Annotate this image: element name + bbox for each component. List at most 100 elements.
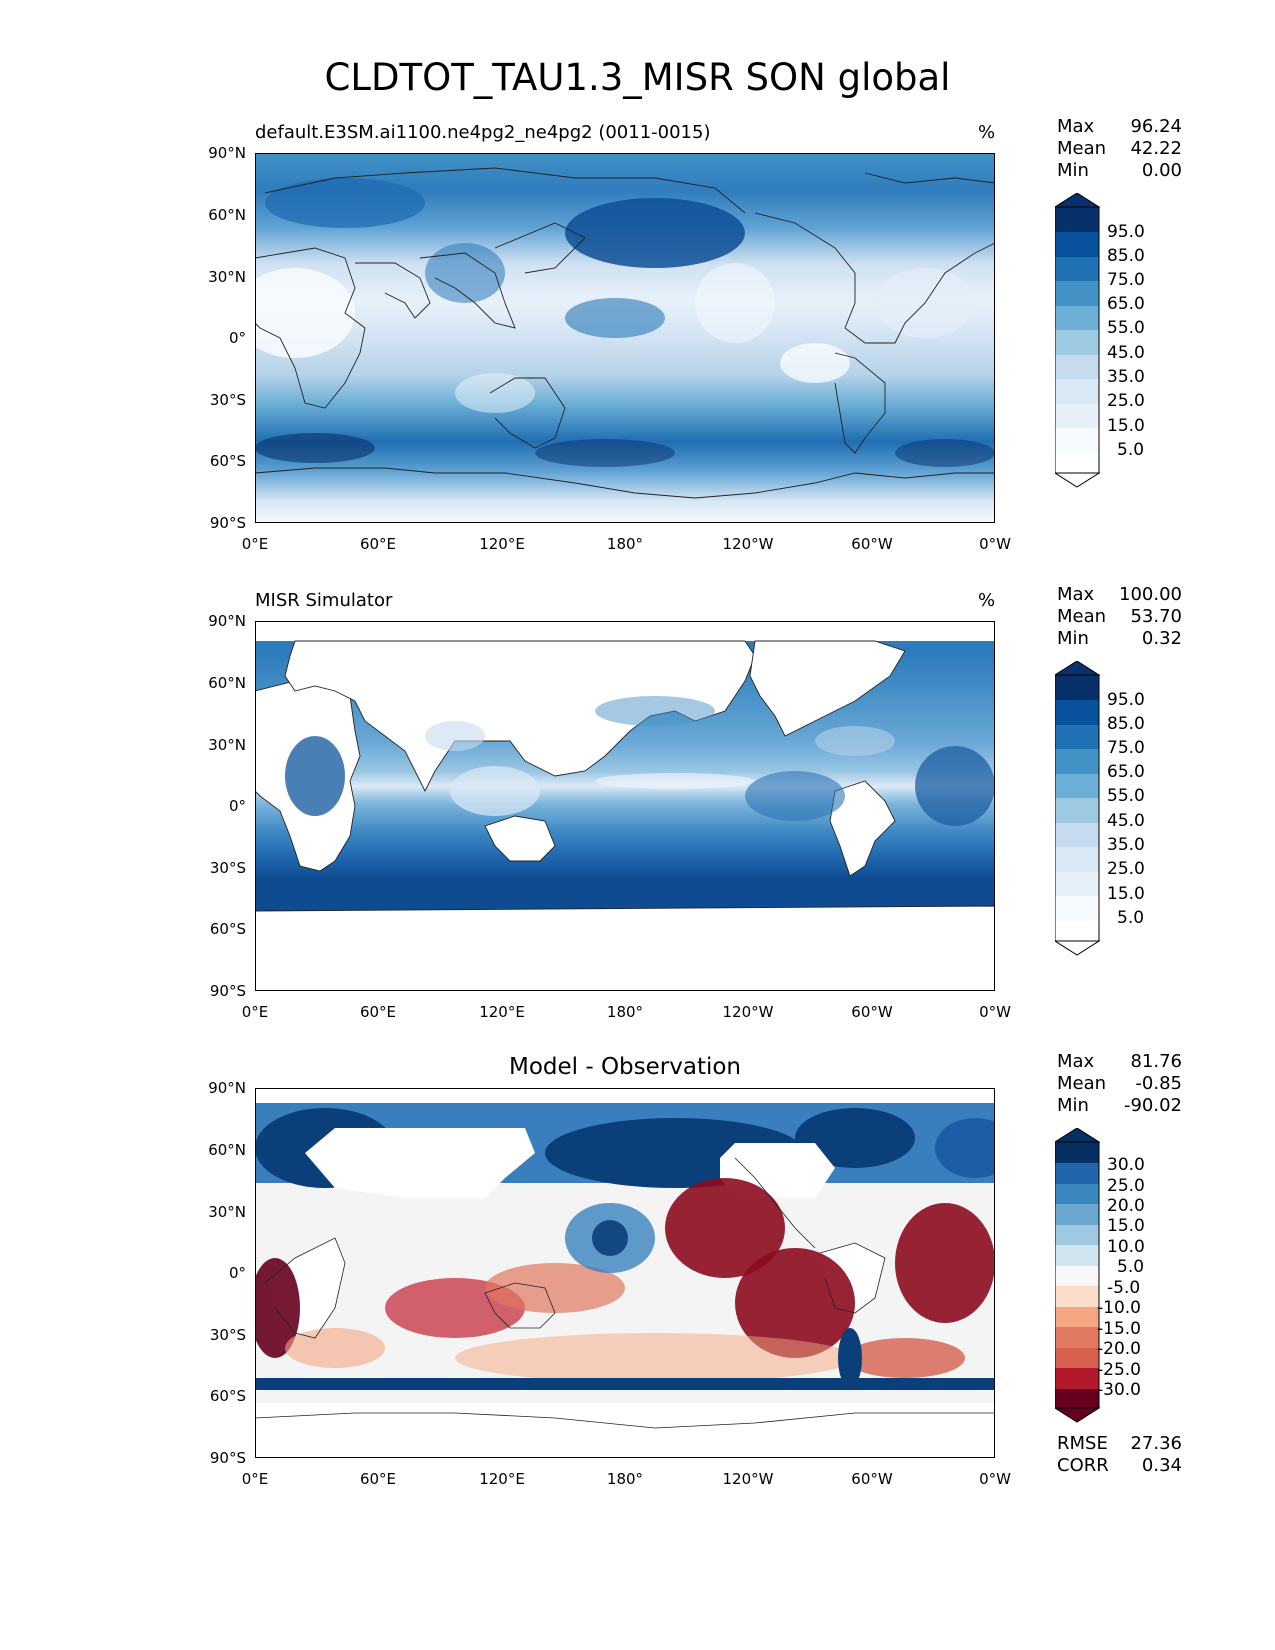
stat-value: 81.76: [1130, 1051, 1182, 1072]
panel-1-ytick: 30°N: [208, 268, 246, 286]
panel-2-ytick: 60°N: [208, 674, 246, 692]
panel-3-error-stats: RMSE 27.36 CORR 0.34: [1057, 1433, 1182, 1477]
panel-2-xtick: 0°E: [241, 1003, 269, 1021]
panel-1-ytick: 60°S: [209, 452, 246, 470]
panel-2-ytick: 0°: [228, 797, 246, 815]
colorbar-label: 15.0: [1107, 416, 1145, 436]
panel-1-colorbar-svg: [1053, 192, 1101, 488]
colorbar-label: 65.0: [1107, 294, 1145, 314]
panel-3-coastlines: [255, 1157, 995, 1429]
panel-3-xtick: 180°: [606, 1470, 644, 1488]
stat-mean: Mean -0.85: [1057, 1073, 1182, 1095]
stat-value: 100.00: [1119, 584, 1182, 605]
stat-label: Max: [1057, 1051, 1095, 1072]
colorbar-label: 10.0: [1107, 1237, 1145, 1257]
panel-1-xtick: 60°E: [359, 535, 397, 553]
stat-min: Min 0.00: [1057, 160, 1182, 182]
stat-label: Mean: [1057, 138, 1107, 159]
colorbar-label: 95.0: [1107, 222, 1145, 242]
colorbar-label: -20.0: [1097, 1339, 1141, 1359]
panel-2-xtick: 120°E: [479, 1003, 525, 1021]
colorbar-label: 35.0: [1107, 367, 1145, 387]
panel-3-ytick: 0°: [228, 1264, 246, 1282]
colorbar-label: 5.0: [1117, 908, 1145, 928]
figure-title: CLDTOT_TAU1.3_MISR SON global: [324, 56, 951, 99]
panel-2-ytick: 90°S: [209, 982, 246, 1000]
panel-3-xtick: 0°W: [979, 1470, 1011, 1488]
panel-1-ytick: 90°S: [209, 514, 246, 532]
stat-label: RMSE: [1057, 1433, 1108, 1454]
panel-1-map-svg: [255, 153, 995, 523]
panel-1-title: default.E3SM.ai1100.ne4pg2_ne4pg2 (0011-…: [255, 122, 711, 143]
colorbar-label: 65.0: [1107, 762, 1145, 782]
colorbar-label: 55.0: [1107, 318, 1145, 338]
panel-2-colorbar: [1053, 660, 1101, 956]
colorbar-label: 85.0: [1107, 246, 1145, 266]
panel-2-title: MISR Simulator: [255, 590, 393, 611]
stat-max: Max 96.24: [1057, 116, 1182, 138]
stat-mean: Mean 53.70: [1057, 606, 1182, 628]
colorbar-label: 95.0: [1107, 690, 1145, 710]
panel-2-ytick: 90°N: [208, 612, 246, 630]
panel-1-ytick: 0°: [228, 329, 246, 347]
colorbar-label: -5.0: [1107, 1278, 1141, 1298]
stat-value: -0.85: [1135, 1073, 1182, 1094]
colorbar-label: 15.0: [1107, 884, 1145, 904]
panel-3-stats: Max 81.76 Mean -0.85 Min -90.02: [1057, 1051, 1182, 1117]
colorbar-label: 25.0: [1107, 859, 1145, 879]
stat-rmse: RMSE 27.36: [1057, 1433, 1182, 1455]
stat-label: Mean: [1057, 606, 1107, 627]
colorbar-label: -10.0: [1097, 1298, 1141, 1318]
panel-2-units: %: [978, 590, 996, 611]
panel-1-map: [255, 153, 995, 523]
stat-label: CORR: [1057, 1455, 1109, 1476]
panel-2-map: [255, 621, 995, 991]
panel-3-ytick: 60°N: [208, 1141, 246, 1159]
stat-value: 0.32: [1141, 628, 1182, 649]
stat-value: 0.00: [1141, 160, 1182, 181]
panel-3-title: Model - Observation: [508, 1054, 742, 1080]
stat-value: 42.22: [1130, 138, 1182, 159]
colorbar-label: 5.0: [1117, 440, 1145, 460]
panel-1-units: %: [978, 122, 996, 143]
panel-3-map: [255, 1088, 995, 1458]
colorbar-label: 20.0: [1107, 1196, 1145, 1216]
panel-3-ytick: 30°S: [209, 1326, 246, 1344]
stat-value: 53.70: [1130, 606, 1182, 627]
stat-label: Max: [1057, 116, 1095, 137]
colorbar-label: 45.0: [1107, 343, 1145, 363]
colorbar-label: 45.0: [1107, 811, 1145, 831]
colorbar-label: 75.0: [1107, 738, 1145, 758]
panel-2-ytick: 30°N: [208, 736, 246, 754]
colorbar-label: -25.0: [1097, 1360, 1141, 1380]
colorbar-label: 25.0: [1107, 1176, 1145, 1196]
colorbar-label: 85.0: [1107, 714, 1145, 734]
panel-1-xtick: 60°W: [851, 535, 893, 553]
stat-corr: CORR 0.34: [1057, 1455, 1182, 1477]
panel-1-ytick: 30°S: [209, 391, 246, 409]
colorbar-label: 35.0: [1107, 835, 1145, 855]
panel-1-xtick: 120°W: [722, 535, 774, 553]
stat-label: Max: [1057, 584, 1095, 605]
colorbar-label: 30.0: [1107, 1155, 1145, 1175]
colorbar-label: -30.0: [1097, 1380, 1141, 1400]
panel-1-stats: Max 96.24 Mean 42.22 Min 0.00: [1057, 116, 1182, 182]
stat-value: 27.36: [1130, 1433, 1182, 1454]
panel-2-xtick: 60°E: [359, 1003, 397, 1021]
panel-1-ytick: 60°N: [208, 206, 246, 224]
stat-max: Max 100.00: [1057, 584, 1182, 606]
panel-2-xtick: 0°W: [979, 1003, 1011, 1021]
panel-3-ytick: 30°N: [208, 1203, 246, 1221]
panel-3-xtick: 60°E: [359, 1470, 397, 1488]
panel-2-map-svg: [255, 640, 995, 991]
stat-mean: Mean 42.22: [1057, 138, 1182, 160]
panel-3-colorbar: [1053, 1127, 1101, 1423]
panel-1-coastlines: [255, 167, 995, 499]
colorbar-label: 55.0: [1107, 786, 1145, 806]
panel-3-xtick: 120°W: [722, 1470, 774, 1488]
panel-3-xtick: 60°W: [851, 1470, 893, 1488]
stat-value: -90.02: [1123, 1095, 1182, 1116]
colorbar-label: -15.0: [1097, 1319, 1141, 1339]
stat-label: Min: [1057, 628, 1089, 649]
panel-3-colorbar-svg: [1053, 1127, 1101, 1423]
